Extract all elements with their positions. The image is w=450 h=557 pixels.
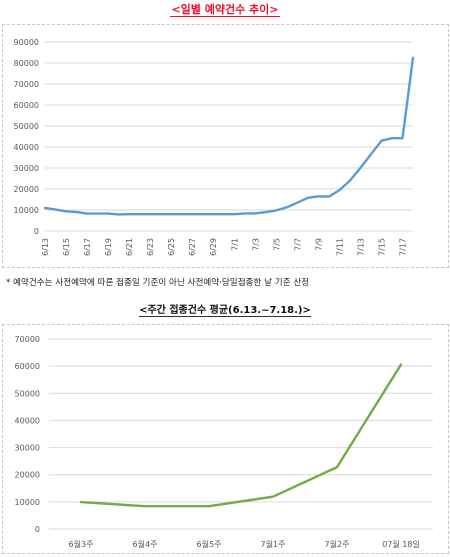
x-tick-label: 6/13 [41, 238, 50, 256]
y-tick-label: 50000 [14, 122, 39, 131]
x-tick-label: 7/9 [314, 238, 323, 251]
x-tick-label: 7/5 [272, 238, 281, 251]
x-tick-label: 6/27 [188, 238, 197, 256]
x-tick-label: 7/1 [230, 238, 239, 251]
x-tick-label: 6/23 [146, 238, 155, 256]
chart2-panel: 0 10000 20000 30000 40000 50000 60000 70000 6월3주… [2, 324, 449, 554]
y-tick-label: 90000 [14, 38, 39, 47]
y-tick-label: 20000 [14, 185, 39, 194]
x-tick-label: 6월4주 [133, 539, 158, 549]
y-tick-label: 0 [35, 525, 40, 534]
y-tick-label: 30000 [15, 444, 40, 453]
x-tick-label: 6월5주 [197, 539, 222, 549]
series-line [79, 363, 403, 508]
y-tick-label: 80000 [14, 59, 39, 68]
x-tick-label: 6/29 [209, 238, 218, 256]
x-tick-label: 7/15 [377, 238, 386, 256]
y-tick-label: 10000 [14, 206, 39, 215]
y-tick-label: 60000 [15, 362, 40, 371]
x-tick-label: 7/7 [293, 238, 302, 251]
chart2-title: <주간 접종건수 평균(6.13.~7.18.)> [139, 305, 311, 317]
y-tick-label: 40000 [15, 416, 40, 425]
y-tick-label: 30000 [14, 164, 39, 173]
daily-reservation-chart: 0 10000 20000 30000 40000 50000 60000 70000 8000… [14, 38, 415, 256]
y-tick-label: 70000 [15, 335, 40, 344]
footnote: * 예약건수는 사전예약에 따른 접종일 기준이 아닌 사전예약·당일접종한 날… [6, 278, 310, 288]
series-line [43, 56, 415, 216]
x-tick-label: 7/3 [251, 238, 260, 251]
y-tick-label: 70000 [14, 80, 39, 89]
x-tick-label: 6/25 [167, 238, 176, 256]
x-tick-label: 7월1주 [261, 539, 286, 549]
x-tick-label: 7/13 [356, 238, 365, 256]
x-tick-label: 6/15 [62, 238, 71, 256]
y-tick-label: 40000 [14, 143, 39, 152]
x-tick-label: 6월3주 [69, 539, 94, 549]
x-tick-label: 6/17 [83, 238, 92, 256]
y-tick-label: 10000 [15, 498, 40, 507]
x-tick-label: 6/21 [125, 238, 134, 256]
y-tick-label: 50000 [15, 389, 40, 398]
x-tick-label: 7/17 [398, 238, 407, 256]
y-tick-label: 60000 [14, 101, 39, 110]
y-tick-label: 0 [34, 227, 39, 236]
x-tick-label: 7월2주 [325, 539, 350, 549]
x-tick-label: 7/11 [335, 238, 344, 256]
chart1-panel: 0 10000 20000 30000 40000 50000 60000 70000 8000… [2, 24, 449, 268]
weekly-vaccination-chart: 0 10000 20000 30000 40000 50000 60000 70000 6월3주… [15, 335, 433, 549]
chart1-title: <일별 예약건수 추이> [170, 3, 280, 17]
x-tick-label: 07월 18일 [382, 539, 420, 549]
y-tick-label: 20000 [15, 471, 40, 480]
x-tick-label: 6/19 [104, 238, 113, 256]
